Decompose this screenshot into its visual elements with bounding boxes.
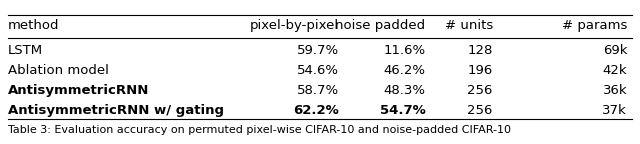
Text: 69k: 69k bbox=[603, 44, 627, 57]
Text: 62.2%: 62.2% bbox=[294, 104, 339, 117]
Text: 46.2%: 46.2% bbox=[383, 64, 426, 77]
Text: Table 3: Evaluation accuracy on permuted pixel-wise CIFAR-10 and noise-padded CI: Table 3: Evaluation accuracy on permuted… bbox=[8, 125, 511, 135]
Text: method: method bbox=[8, 19, 59, 32]
Text: # units: # units bbox=[445, 19, 493, 32]
Text: Ablation model: Ablation model bbox=[8, 64, 109, 77]
Text: 42k: 42k bbox=[603, 64, 627, 77]
Text: 256: 256 bbox=[467, 84, 493, 97]
Text: AntisymmetricRNN w/ gating: AntisymmetricRNN w/ gating bbox=[8, 104, 224, 117]
Text: 54.6%: 54.6% bbox=[297, 64, 339, 77]
Text: 256: 256 bbox=[467, 104, 493, 117]
Text: AntisymmetricRNN: AntisymmetricRNN bbox=[8, 84, 149, 97]
Text: 54.7%: 54.7% bbox=[380, 104, 426, 117]
Text: noise padded: noise padded bbox=[335, 19, 426, 32]
Text: 58.7%: 58.7% bbox=[297, 84, 339, 97]
Text: 48.3%: 48.3% bbox=[383, 84, 426, 97]
Text: 128: 128 bbox=[467, 44, 493, 57]
Text: pixel-by-pixel: pixel-by-pixel bbox=[250, 19, 339, 32]
Text: 11.6%: 11.6% bbox=[383, 44, 426, 57]
Text: 36k: 36k bbox=[603, 84, 627, 97]
Text: 59.7%: 59.7% bbox=[297, 44, 339, 57]
Text: 196: 196 bbox=[468, 64, 493, 77]
Text: LSTM: LSTM bbox=[8, 44, 43, 57]
Text: # params: # params bbox=[562, 19, 627, 32]
Text: 37k: 37k bbox=[602, 104, 627, 117]
